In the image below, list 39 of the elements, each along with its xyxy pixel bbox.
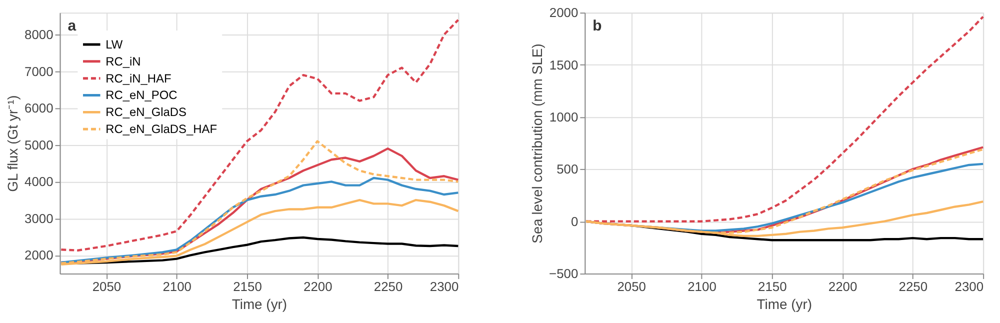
y-tick-label: 1000 <box>549 109 578 124</box>
legend-label: RC_eN_GlaDS_HAF <box>106 122 218 136</box>
legend-label: RC_iN_HAF <box>106 71 172 86</box>
x-tick-label: 2300 <box>430 278 459 294</box>
x-tick-label: 2250 <box>374 278 403 294</box>
x-tick-label: 2200 <box>303 278 332 294</box>
y-tick-label: 7000 <box>24 64 54 79</box>
line-series <box>60 18 460 252</box>
y-axis-title: GL flux (Gt yr⁻¹) <box>4 95 21 192</box>
legend-label: LW <box>106 37 124 52</box>
x-tick-label: 2150 <box>233 278 262 294</box>
x-tick-label: 2050 <box>617 278 646 294</box>
y-tick-label: −500 <box>549 266 578 282</box>
legend-label: RC_eN_POC <box>106 88 178 102</box>
x-tick-label: 2150 <box>758 278 787 294</box>
y-tick-label: 0 <box>570 214 578 229</box>
y-tick-label: 3000 <box>24 210 54 226</box>
x-tick-label: 2100 <box>162 278 192 294</box>
y-tick-label: 2000 <box>549 5 578 20</box>
x-tick-label: 2250 <box>898 278 928 294</box>
y-tick-label: 5000 <box>24 137 54 152</box>
y-axis-title: Sea level contribution (mm SLE) <box>529 44 546 244</box>
x-tick-label: 2100 <box>688 278 716 294</box>
y-tick-label: 4000 <box>24 174 54 190</box>
y-tick-label: 500 <box>556 162 578 177</box>
y-tick-label: 8000 <box>24 27 54 42</box>
x-tick-label: 2200 <box>828 278 858 294</box>
x-tick-label: 2300 <box>954 278 984 294</box>
legend-label: RC_iN <box>106 54 141 68</box>
annotation: b <box>592 18 602 35</box>
x-axis-title: Time (yr) <box>756 296 812 312</box>
line-series <box>60 176 460 264</box>
x-axis-title: Time (yr) <box>232 296 288 312</box>
y-tick-label: 2000 <box>24 248 54 263</box>
annotation: a <box>68 18 77 35</box>
legend-label: RC_eN_GlaDS <box>106 105 187 120</box>
y-tick-label: 6000 <box>24 100 54 116</box>
x-tick-label: 2050 <box>92 278 122 294</box>
y-tick-label: 1500 <box>549 57 578 72</box>
